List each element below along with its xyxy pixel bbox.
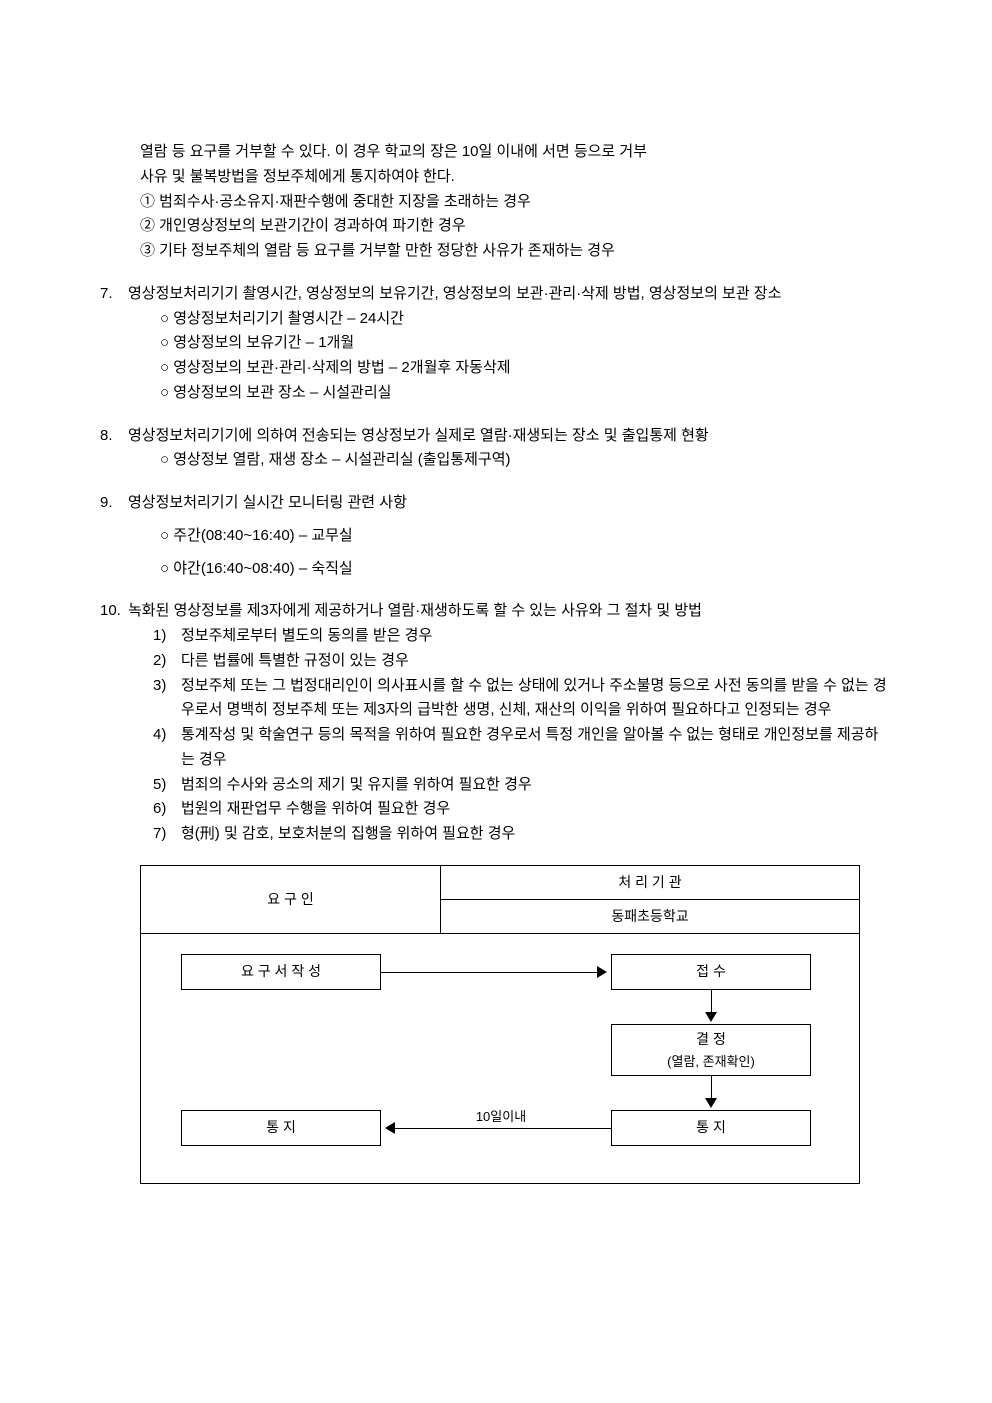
process-diagram: 요 구 인 처 리 기 관 동패초등학교 요 구 서 작 성 접 수 결 정 (…	[140, 865, 892, 1184]
box-decide: 결 정 (열람, 존재확인)	[611, 1024, 811, 1076]
decide-text: 결 정	[612, 1028, 810, 1051]
s10-i5-num: 5)	[153, 773, 181, 798]
section-9: 9. 영상정보처리기기 실시간 모니터링 관련 사항 ○ 주간(08:40~16…	[100, 491, 892, 581]
section-7-num: 7.	[100, 282, 128, 307]
box-notify-left: 통 지	[181, 1110, 381, 1146]
label-ten-days: 10일이내	[451, 1106, 551, 1127]
process-header-table: 요 구 인 처 리 기 관 동패초등학교	[140, 865, 860, 934]
circled-1: ① 범죄수사·공소유지·재판수행에 중대한 지장을 초래하는 경우	[140, 190, 892, 215]
s10-i7: 형(刑) 및 감호, 보호처분의 집행을 위하여 필요한 경우	[181, 822, 892, 847]
section-8-title: 영상정보처리기기에 의하여 전송되는 영상정보가 실제로 열람·재생되는 장소 …	[128, 424, 892, 449]
s10-i1-num: 1)	[153, 624, 181, 649]
arrow-to-receive	[597, 966, 607, 978]
s8-bullet-1: ○ 영상정보 열람, 재생 장소 – 시설관리실 (출입통제구역)	[100, 448, 892, 473]
s7-bullet-1: ○ 영상정보처리기기 촬영시간 – 24시간	[100, 307, 892, 332]
line-req-to-receive	[381, 972, 601, 973]
s9-bullet-2: ○ 야간(16:40~08:40) – 숙직실	[100, 557, 892, 582]
arrow-to-notify-r	[705, 1098, 717, 1108]
s9-bullet-1: ○ 주간(08:40~16:40) – 교무실	[100, 524, 892, 549]
section-10-title: 녹화된 영상정보를 제3자에게 제공하거나 열람·재생하도록 할 수 있는 사유…	[128, 599, 892, 624]
s7-bullet-4: ○ 영상정보의 보관 장소 – 시설관리실	[100, 381, 892, 406]
box-write-request: 요 구 서 작 성	[181, 954, 381, 990]
continuation-block: 열람 등 요구를 거부할 수 있다. 이 경우 학교의 장은 10일 이내에 서…	[100, 140, 892, 264]
arrow-to-notify-l	[385, 1122, 395, 1134]
circled-3: ③ 기타 정보주체의 열람 등 요구를 거부할 만한 정당한 사유가 존재하는 …	[140, 239, 892, 264]
cont-line-1: 열람 등 요구를 거부할 수 있다. 이 경우 학교의 장은 10일 이내에 서…	[140, 140, 892, 165]
arrow-to-decide	[705, 1012, 717, 1022]
s10-i2: 다른 법률에 특별한 규정이 있는 경우	[181, 649, 892, 674]
document-body: 열람 등 요구를 거부할 수 있다. 이 경우 학교의 장은 10일 이내에 서…	[100, 140, 892, 1184]
s10-i4-num: 4)	[153, 723, 181, 773]
s10-i7-num: 7)	[153, 822, 181, 847]
section-9-num: 9.	[100, 491, 128, 516]
s10-i2-num: 2)	[153, 649, 181, 674]
section-7: 7. 영상정보처리기기 촬영시간, 영상정보의 보유기간, 영상정보의 보관·관…	[100, 282, 892, 406]
flow-area: 요 구 서 작 성 접 수 결 정 (열람, 존재확인) 통 지 통 지 10일…	[140, 934, 860, 1184]
s10-i3: 정보주체 또는 그 법정대리인이 의사표시를 할 수 없는 상태에 있거나 주소…	[181, 674, 892, 724]
cont-line-2: 사유 및 불복방법을 정보주체에게 통지하여야 한다.	[140, 165, 892, 190]
decide-sub: (열람, 존재확인)	[612, 1051, 810, 1072]
s10-i6: 법원의 재판업무 수행을 위하여 필요한 경우	[181, 797, 892, 822]
s7-bullet-2: ○ 영상정보의 보유기간 – 1개월	[100, 331, 892, 356]
circled-2: ② 개인영상정보의 보관기간이 경과하여 파기한 경우	[140, 214, 892, 239]
header-school: 동패초등학교	[441, 899, 860, 933]
s10-i4: 통계작성 및 학술연구 등의 목적을 위하여 필요한 경우로서 특정 개인을 알…	[181, 723, 892, 773]
section-7-title: 영상정보처리기기 촬영시간, 영상정보의 보유기간, 영상정보의 보관·관리·삭…	[128, 282, 892, 307]
box-notify-right: 통 지	[611, 1110, 811, 1146]
section-10-num: 10.	[100, 599, 128, 624]
s10-i6-num: 6)	[153, 797, 181, 822]
s10-i1: 정보주체로부터 별도의 동의를 받은 경우	[181, 624, 892, 649]
section-8: 8. 영상정보처리기기에 의하여 전송되는 영상정보가 실제로 열람·재생되는 …	[100, 424, 892, 474]
header-requester: 요 구 인	[141, 865, 441, 933]
box-receive: 접 수	[611, 954, 811, 990]
header-agency: 처 리 기 관	[441, 865, 860, 899]
s10-i5: 범죄의 수사와 공소의 제기 및 유지를 위하여 필요한 경우	[181, 773, 892, 798]
line-notify-to-left	[395, 1128, 611, 1129]
section-9-title: 영상정보처리기기 실시간 모니터링 관련 사항	[128, 491, 892, 516]
section-10: 10. 녹화된 영상정보를 제3자에게 제공하거나 열람·재생하도록 할 수 있…	[100, 599, 892, 847]
section-8-num: 8.	[100, 424, 128, 449]
s7-bullet-3: ○ 영상정보의 보관·관리·삭제의 방법 – 2개월후 자동삭제	[100, 356, 892, 381]
s10-i3-num: 3)	[153, 674, 181, 724]
